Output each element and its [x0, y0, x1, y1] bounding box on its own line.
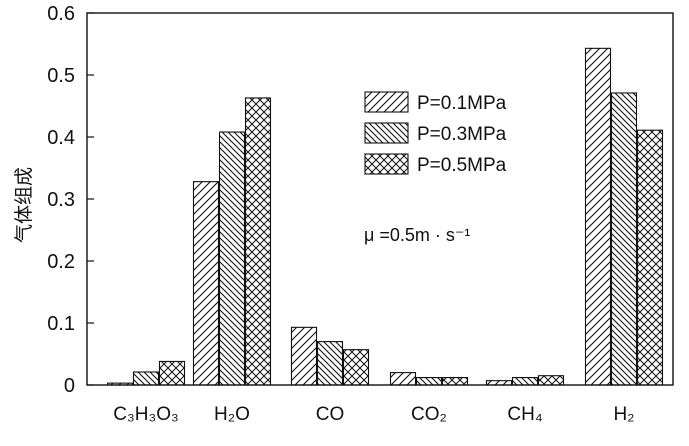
- bar-2: [511, 377, 539, 386]
- bar-1: [584, 47, 612, 386]
- bar-3: [158, 360, 186, 386]
- bar-3: [537, 375, 565, 386]
- bars: [106, 47, 664, 386]
- legend-swatch: [364, 122, 409, 144]
- bar-2: [218, 131, 246, 386]
- y-tick-label: 0.1: [47, 313, 75, 335]
- bar-2: [316, 341, 344, 386]
- y-axis-ticks: 0 0.1 0.2 0.3 0.4 0.5 0.6: [47, 3, 94, 397]
- bar-2: [415, 377, 443, 386]
- bar-1: [389, 372, 417, 386]
- y-tick-label: 0.3: [47, 189, 75, 211]
- velocity-annotation: μ =0.5m · s⁻¹: [364, 225, 470, 245]
- legend-swatch: [364, 153, 409, 175]
- plot-frame: [86, 12, 674, 386]
- y-tick-label: 0: [64, 375, 75, 397]
- x-category-label: CO₂: [411, 404, 447, 425]
- bar-3: [342, 349, 370, 386]
- legend: P=0.1MPa P=0.3MPa P=0.5MPa: [364, 91, 507, 176]
- x-axis-categories: C₃H₃O₃ H₂O CO CO₂ CH₄ H₂: [113, 404, 634, 425]
- legend-label: P=0.3MPa: [417, 124, 507, 145]
- legend-swatch: [364, 91, 409, 113]
- legend-label: P=0.1MPa: [417, 93, 507, 114]
- bar-1: [290, 326, 318, 386]
- y-tick-label: 0.6: [47, 3, 75, 25]
- x-category-label: CO: [316, 404, 345, 425]
- y-tick-label: 0.4: [47, 127, 75, 149]
- x-category-label: H₂: [613, 404, 634, 425]
- bar-3: [636, 129, 664, 386]
- legend-label: P=0.5MPa: [417, 155, 507, 176]
- x-category-label: C₃H₃O₃: [113, 404, 178, 425]
- y-tick-label: 0.2: [47, 251, 75, 273]
- x-category-label: H₂O: [214, 404, 250, 425]
- bar-2: [610, 92, 638, 386]
- y-axis-label: 气体组成: [13, 167, 35, 243]
- bar-3: [441, 377, 469, 386]
- bar-1: [192, 181, 220, 386]
- y-tick-label: 0.5: [47, 65, 75, 87]
- bar-3: [244, 97, 272, 386]
- bar-2: [132, 371, 160, 386]
- x-category-label: CH₄: [507, 404, 542, 425]
